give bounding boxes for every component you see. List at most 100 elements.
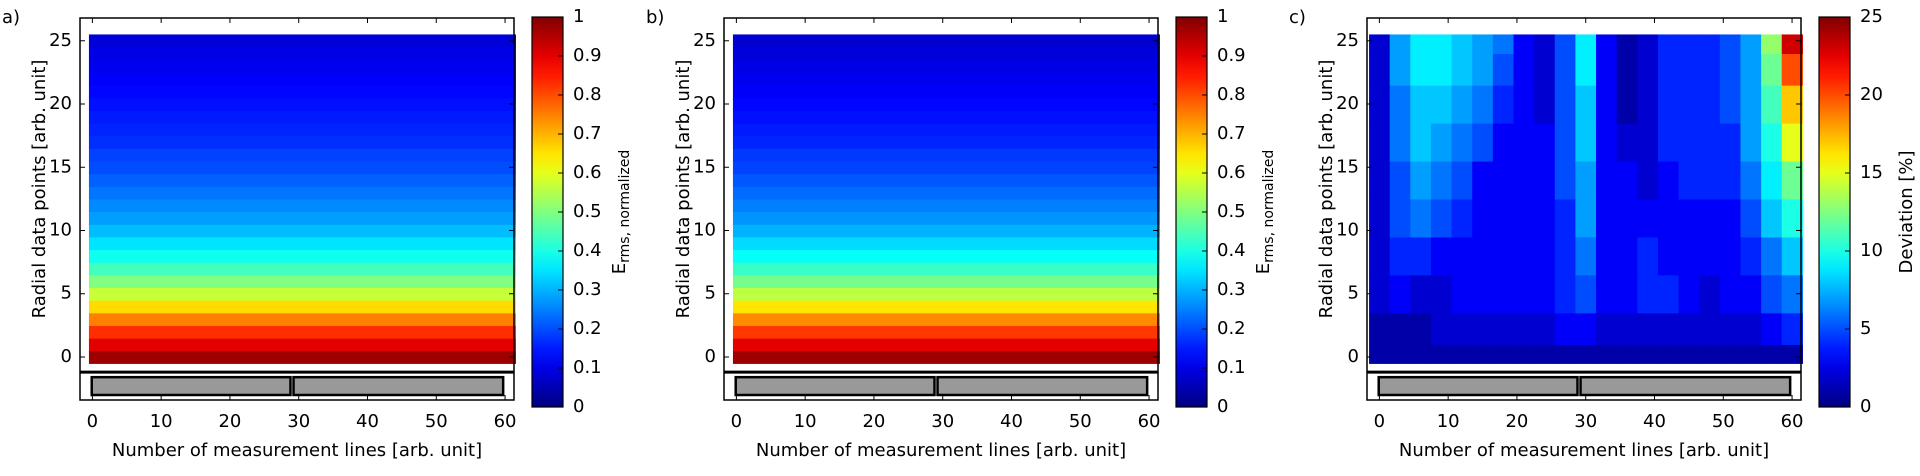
heatmap-cell (1369, 160, 1391, 200)
y-tick-label: 25 (49, 30, 72, 51)
heatmap-cell (88, 122, 516, 137)
heatmap-cell (1430, 312, 1453, 345)
heatmap-cell (1472, 53, 1494, 86)
heatmap-cell (1740, 85, 1762, 124)
colorbar (1175, 16, 1208, 408)
heatmap-cell (1430, 85, 1453, 124)
heatmap-cell (1719, 344, 1742, 364)
heatmap-cell (1451, 85, 1473, 124)
heatmap-cell (88, 186, 516, 200)
heatmap-cell (732, 122, 1160, 137)
heatmap-cell (1492, 160, 1515, 200)
heatmap-cell (1781, 122, 1803, 162)
heatmap-cell (1719, 160, 1742, 200)
heatmap-cell (88, 274, 516, 289)
heatmap-cell (1369, 122, 1391, 162)
heatmap-cell (1719, 53, 1742, 86)
colorbar-tick-label: 0 (1860, 396, 1871, 417)
heatmap-cell (732, 287, 1160, 301)
heatmap-cell (1389, 312, 1411, 345)
heatmap-cell (1554, 236, 1577, 276)
colorbar (1818, 16, 1851, 408)
heatmap-cell (1472, 344, 1494, 364)
heatmap-cell (1534, 85, 1556, 124)
heatmap-cell (1472, 312, 1494, 345)
x-tick-label: 60 (1781, 411, 1804, 432)
colorbar-tick-label: 0.5 (1217, 201, 1246, 222)
colorbar-tick-label: 0.1 (1217, 357, 1246, 378)
colorbar-tick-label: 0.8 (1217, 84, 1246, 105)
colorbar-label: Erms, normalized (609, 150, 633, 275)
heatmap-cell (1596, 160, 1618, 200)
heatmap-cell (1637, 344, 1659, 364)
heatmap-cell (88, 85, 516, 99)
heatmap-cell (732, 135, 1160, 149)
heatmap-cell (1781, 85, 1803, 124)
colorbar-tick-label: 0.5 (573, 201, 602, 222)
heatmap-cell (1389, 122, 1411, 162)
strip-box (1377, 375, 1579, 397)
heatmap-cell (1575, 122, 1597, 162)
y-tick-label: 10 (693, 220, 716, 241)
heatmap-cell (732, 72, 1160, 86)
heatmap-cell (1554, 122, 1577, 162)
heatmap-cell (1389, 198, 1411, 238)
heatmap-cell (1534, 34, 1556, 55)
heatmap-cell (1513, 53, 1535, 86)
colorbar-label: Erms, normalized (1253, 150, 1277, 275)
heatmap-cell (1513, 312, 1535, 345)
heatmap-cell (732, 97, 1160, 111)
heatmap-cell (1657, 198, 1680, 238)
strip-box (90, 375, 292, 397)
heatmap-cell (88, 338, 516, 352)
heatmap-cell (1719, 274, 1742, 314)
heatmap-cell (1369, 198, 1391, 238)
heatmap-cell (1740, 236, 1762, 276)
heatmap-cell (1430, 34, 1453, 55)
colorbar-tick-label: 10 (1860, 240, 1883, 261)
x-tick-label: 50 (1069, 411, 1092, 432)
x-tick-label: 40 (1643, 411, 1666, 432)
heatmap-cell (1781, 53, 1803, 86)
colorbar-tick-label: 0.9 (573, 45, 602, 66)
heatmap-cell (1761, 160, 1783, 200)
heatmap-cell (1781, 274, 1803, 314)
heatmap-cell (1761, 274, 1783, 314)
heatmap-cell (1451, 160, 1473, 200)
colorbar-tick-label: 0 (1217, 396, 1228, 417)
colorbar-tick-label: 0.9 (1217, 45, 1246, 66)
colorbar-label-sub: rms, normalized (1261, 150, 1277, 263)
heatmap-cell (1699, 312, 1721, 345)
panel-label: c) (1289, 7, 1306, 28)
heatmap-cell (1616, 344, 1638, 364)
colorbar-tick-label: 0.8 (573, 84, 602, 105)
heatmap-cell (1637, 85, 1659, 124)
heatmap-cell (1761, 198, 1783, 238)
heatmap-cell (1740, 274, 1762, 314)
strip-box (1579, 375, 1792, 397)
heatmap-cell (1492, 344, 1515, 364)
heatmap-cell (1637, 53, 1659, 86)
x-tick-label: 0 (1374, 411, 1385, 432)
heatmap-cell (732, 198, 1160, 213)
heatmap-cell (1699, 85, 1721, 124)
heatmap-cell (88, 148, 516, 162)
heatmap-cell (1719, 34, 1742, 55)
x-tick-label: 30 (287, 411, 310, 432)
colorbar-label-main: Deviation [%] (1896, 151, 1917, 274)
y-tick-label: 10 (1336, 220, 1359, 241)
strip-box (936, 375, 1149, 397)
heatmap-cell (1719, 312, 1742, 345)
heatmap-cell (1472, 85, 1494, 124)
heatmap-cell (1451, 236, 1473, 276)
heatmap-cell (1451, 274, 1473, 314)
colorbar-tick-label: 0.2 (573, 318, 602, 339)
heatmap-cell (1719, 122, 1742, 162)
heatmap-cell (1492, 236, 1515, 276)
heatmap-cell (1369, 274, 1391, 314)
heatmap-cell (1410, 236, 1432, 276)
x-axis-label: Number of measurement lines [arb. unit] (112, 440, 482, 461)
heatmap-cell (1657, 274, 1680, 314)
heatmap-cell (1657, 312, 1680, 345)
